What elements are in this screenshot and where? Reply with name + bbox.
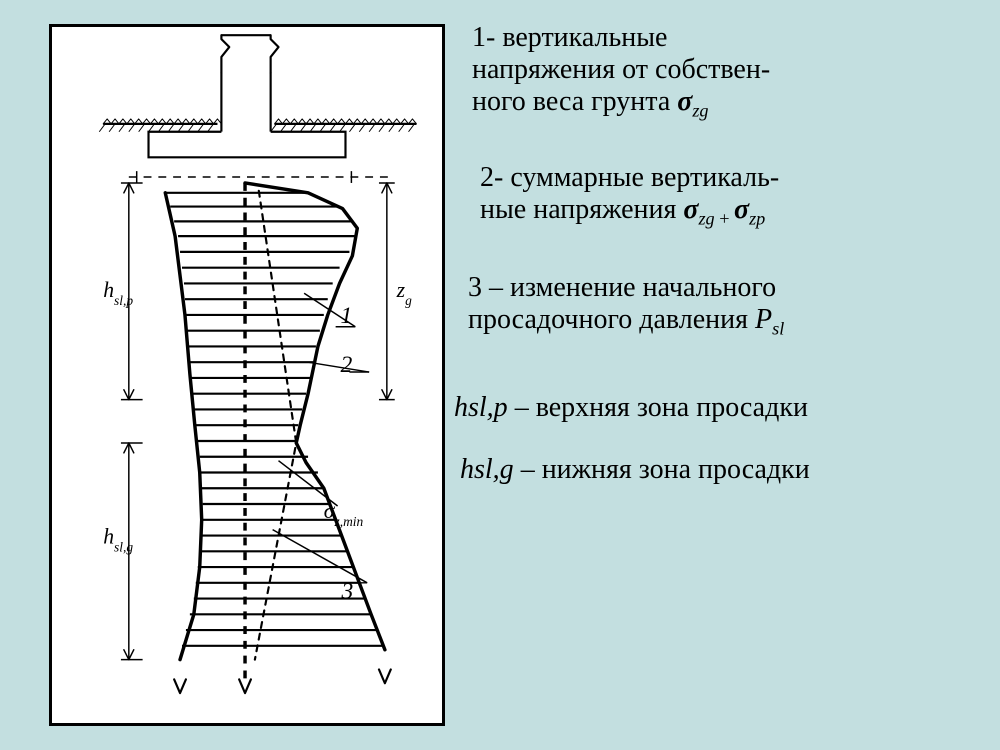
legend-item: 1- вертикальныенапряжения от собствен-но… (472, 22, 770, 122)
foundation-diagram: 123σz,minzghsl,phsl,g (52, 27, 442, 723)
svg-text:2: 2 (341, 352, 353, 378)
legend-item: 2- суммарные вертикаль-ные напряжения σz… (480, 162, 779, 230)
slide: 123σz,minzghsl,phsl,g 1- вертикальныенап… (0, 0, 1000, 750)
legend-term: hsl,p – верхняя зона просадки (454, 392, 808, 424)
legend-term: hsl,g – нижняя зона просадки (460, 454, 810, 486)
svg-text:zg: zg (396, 278, 412, 308)
svg-text:σz,min: σz,min (324, 499, 364, 528)
diagram-box: 123σz,minzghsl,phsl,g (49, 24, 445, 726)
svg-text:3: 3 (341, 579, 354, 605)
svg-text:1: 1 (341, 303, 353, 329)
legend-item: 3 – изменение начальногопросадочного дав… (468, 272, 784, 340)
